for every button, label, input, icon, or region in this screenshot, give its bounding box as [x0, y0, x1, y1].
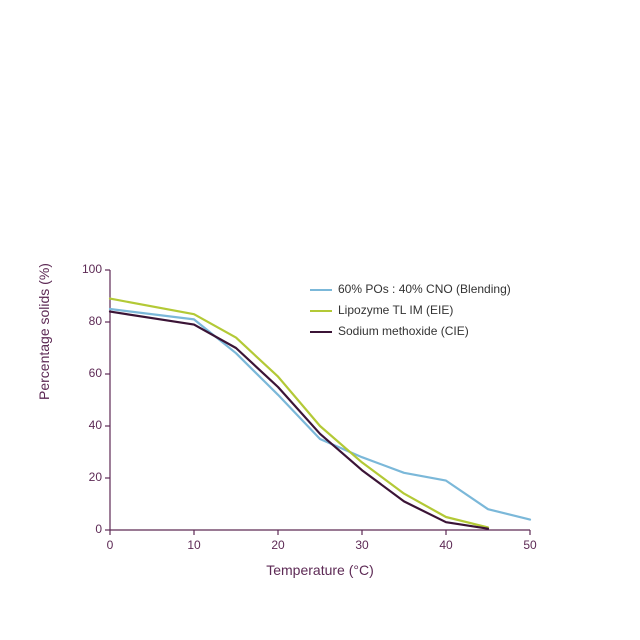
y-tick-label: 100: [82, 262, 102, 276]
y-tick-label: 20: [89, 470, 102, 484]
x-tick-label: 0: [100, 538, 120, 552]
x-tick-label: 30: [352, 538, 372, 552]
x-tick-label: 40: [436, 538, 456, 552]
y-tick-label: 0: [95, 522, 102, 536]
y-tick-label: 40: [89, 418, 102, 432]
y-tick-label: 80: [89, 314, 102, 328]
y-tick-label: 60: [89, 366, 102, 380]
x-tick-label: 50: [520, 538, 540, 552]
x-tick-label: 20: [268, 538, 288, 552]
x-tick-label: 10: [184, 538, 204, 552]
